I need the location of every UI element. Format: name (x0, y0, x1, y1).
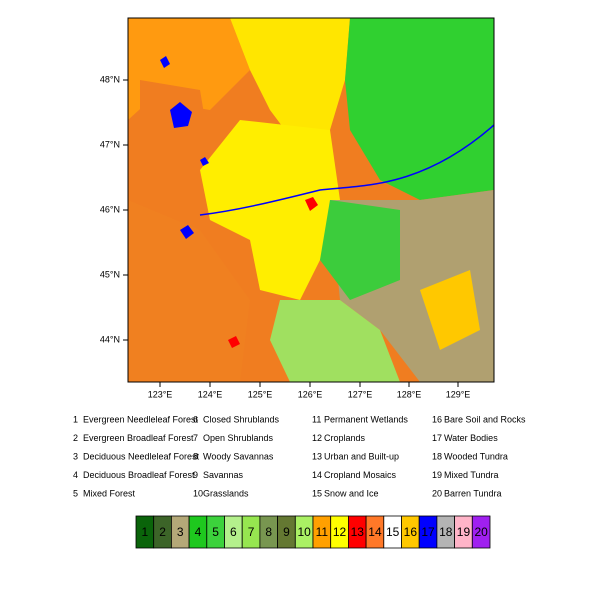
map-region (128, 200, 250, 382)
legend-name: Woody Savannas (203, 451, 274, 461)
colorbar-box (471, 515, 491, 549)
colorbar-label: 18 (439, 525, 453, 539)
x-tick-label: 123°E (148, 389, 173, 399)
colorbar-label: 4 (195, 525, 202, 539)
legend-name: Closed Shrublands (203, 414, 280, 424)
legend-id: 5 (73, 488, 78, 498)
legend-id: 19 (432, 470, 442, 480)
colorbar-label: 14 (368, 525, 382, 539)
legend-name: Evergreen Broadleaf Forest (83, 433, 194, 443)
x-tick-label: 128°E (397, 389, 422, 399)
map-region (140, 80, 210, 200)
legend-name: Wooded Tundra (444, 451, 508, 461)
legend-id: 15 (312, 488, 322, 498)
colorbar-label: 6 (230, 525, 237, 539)
map-region (345, 18, 494, 200)
legend-id: 18 (432, 451, 442, 461)
map-region (230, 18, 350, 150)
legend-name: Croplands (324, 433, 366, 443)
legend-name: Water Bodies (444, 433, 498, 443)
legend-id: 10 (193, 488, 203, 498)
map-frame (127, 17, 495, 383)
colorbar-label: 15 (386, 525, 400, 539)
legend-name: Cropland Mosaics (324, 470, 397, 480)
legend-id: 8 (193, 451, 198, 461)
colorbar-label: 2 (159, 525, 166, 539)
colorbar-label: 3 (177, 525, 184, 539)
colorbar-label: 1 (142, 525, 149, 539)
colorbar-label: 5 (212, 525, 219, 539)
colorbar-label: 8 (265, 525, 272, 539)
colorbar-label: 12 (333, 525, 347, 539)
x-tick-label: 124°E (198, 389, 223, 399)
legend-id: 2 (73, 433, 78, 443)
map-region (200, 120, 340, 300)
legend-id: 17 (432, 433, 442, 443)
legend-name: Urban and Built-up (324, 451, 399, 461)
map-river (199, 124, 495, 216)
y-tick-label: 46°N (100, 204, 120, 214)
legend-name: Permanent Wetlands (324, 414, 408, 424)
legend-name: Deciduous Needleleaf Forest (83, 451, 200, 461)
legend-id: 16 (432, 414, 442, 424)
x-tick-label: 127°E (348, 389, 373, 399)
legend-name: Bare Soil and Rocks (444, 414, 526, 424)
legend-name: Barren Tundra (444, 488, 502, 498)
legend-id: 3 (73, 451, 78, 461)
map-region (420, 270, 480, 350)
y-tick-label: 44°N (100, 334, 120, 344)
map-region (320, 200, 400, 300)
y-tick-label: 47°N (100, 139, 120, 149)
legend-name: Mixed Forest (83, 488, 136, 498)
legend-id: 4 (73, 470, 78, 480)
legend-name: Snow and Ice (324, 488, 379, 498)
legend-name: Deciduous Broadleaf Forest (83, 470, 195, 480)
legend-name: Mixed Tundra (444, 470, 499, 480)
legend-id: 9 (193, 470, 198, 480)
legend-name: Grasslands (203, 488, 249, 498)
colorbar-label: 16 (404, 525, 418, 539)
colorbar-label: 9 (283, 525, 290, 539)
colorbar-label: 7 (248, 525, 255, 539)
legend-id: 7 (193, 433, 198, 443)
colorbar-label: 11 (316, 525, 329, 539)
y-tick-label: 45°N (100, 269, 120, 279)
colorbar-label: 19 (457, 525, 471, 539)
legend-name: Savannas (203, 470, 244, 480)
x-tick-label: 125°E (248, 389, 273, 399)
legend-id: 13 (312, 451, 322, 461)
x-tick-label: 129°E (446, 389, 471, 399)
legend-id: 1 (73, 414, 78, 424)
legend-id: 11 (312, 414, 321, 424)
legend-name: Evergreen Needleleaf Forest (83, 414, 199, 424)
colorbar-label: 13 (351, 525, 365, 539)
legend-id: 20 (432, 488, 442, 498)
legend-id: 6 (193, 414, 198, 424)
colorbar-label: 20 (474, 525, 488, 539)
x-tick-label: 126°E (298, 389, 323, 399)
legend-name: Open Shrublands (203, 433, 274, 443)
y-tick-label: 48°N (100, 74, 120, 84)
legend-id: 14 (312, 470, 322, 480)
map-region (270, 300, 400, 382)
colorbar-label: 10 (297, 525, 311, 539)
colorbar-label: 17 (421, 525, 435, 539)
map (127, 17, 495, 383)
legend-id: 12 (312, 433, 322, 443)
